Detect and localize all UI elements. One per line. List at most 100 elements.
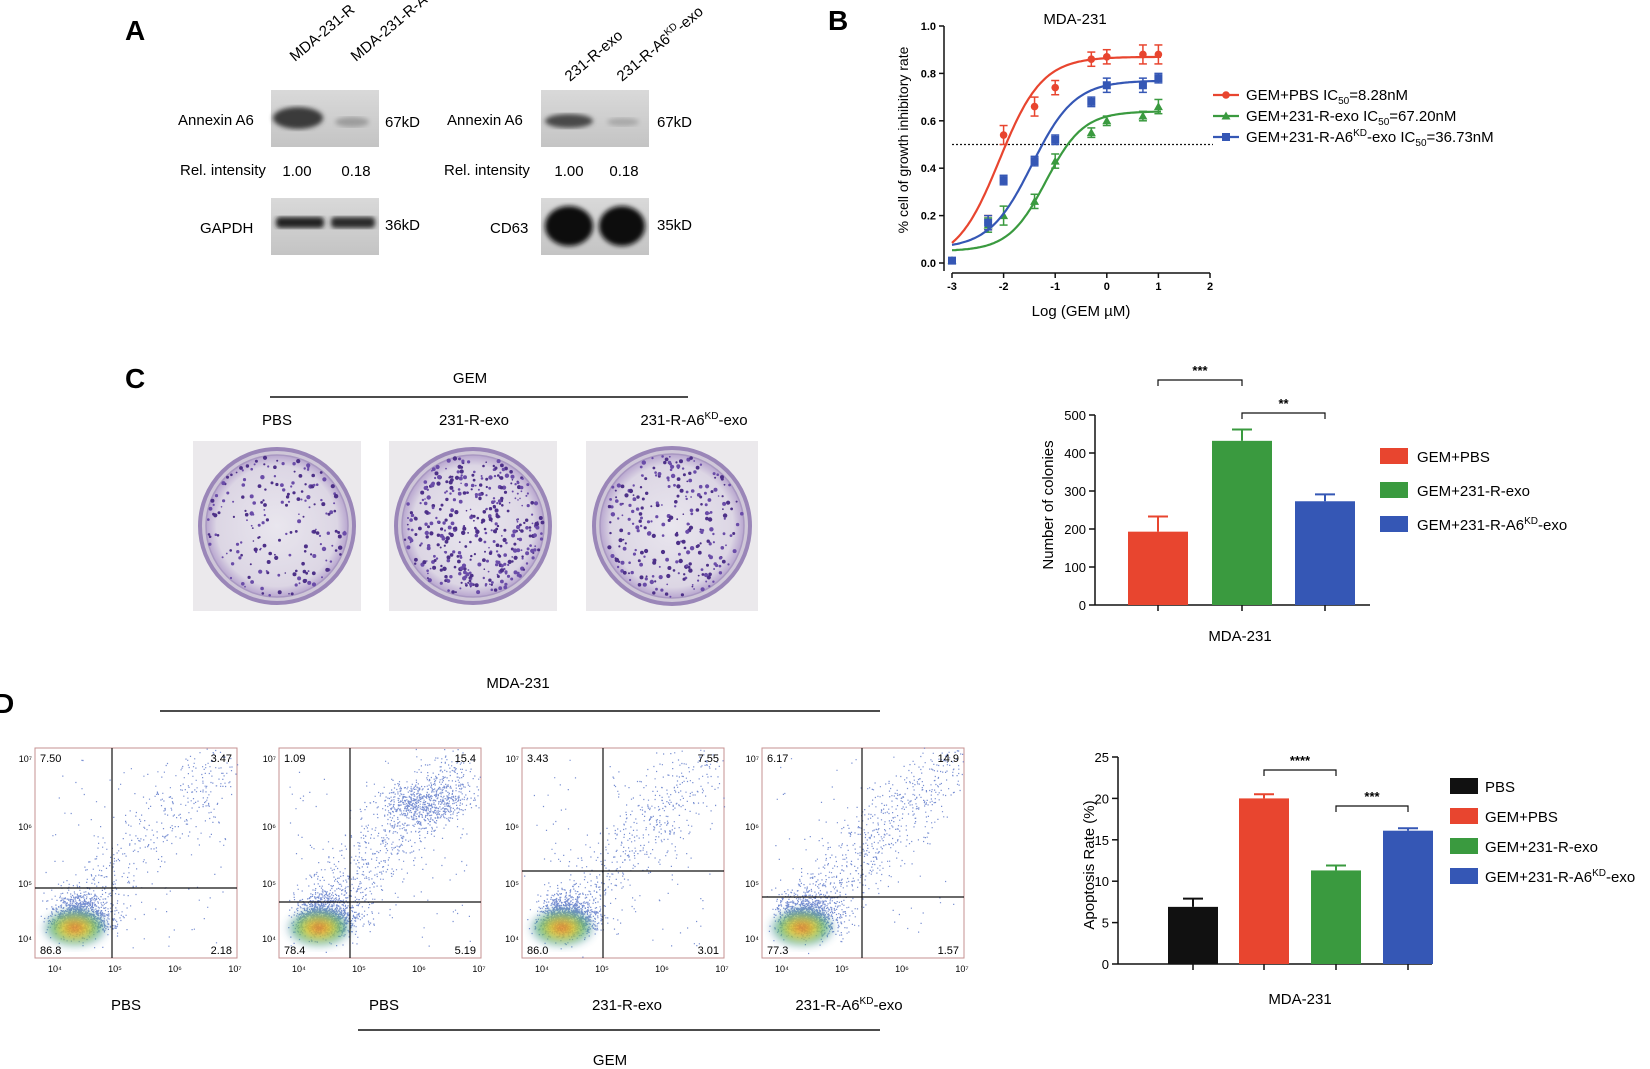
- colony-dot: [454, 509, 459, 515]
- colony-dot: [428, 512, 431, 515]
- colony-dot: [257, 484, 262, 488]
- c-legend-label-2: GEM+231-R-exo: [1417, 483, 1530, 500]
- colony-dot: [628, 503, 632, 507]
- colony-dot: [526, 492, 530, 495]
- colony-dot: [221, 481, 226, 486]
- flow-plot-label-4: 231-R-A6KD-exo: [795, 996, 902, 1014]
- colony-dot: [677, 572, 680, 575]
- colony-dot: [429, 521, 434, 526]
- colony-dot: [208, 535, 212, 538]
- c-y-tick-label: 300: [1064, 484, 1086, 499]
- colony-dot: [519, 523, 522, 527]
- flow-density-hotspot: [528, 908, 596, 948]
- colony-dot: [664, 457, 669, 462]
- colony-dot: [457, 491, 462, 496]
- colony-dot: [444, 491, 447, 494]
- colony-dot: [664, 592, 669, 596]
- plate-label-1: PBS: [262, 412, 292, 429]
- colony-dot: [477, 562, 482, 567]
- colony-dot: [688, 471, 692, 475]
- colony-dot: [478, 496, 482, 501]
- colony-dot: [474, 533, 479, 538]
- flow-quadrant-ul: 7.50: [40, 753, 61, 765]
- colony-dot: [439, 533, 444, 538]
- colony-dot: [650, 505, 653, 508]
- colony-dot: [262, 455, 268, 460]
- colony-dot: [716, 473, 719, 477]
- colony-dot: [410, 514, 414, 517]
- colony-dot: [463, 475, 467, 480]
- colony-dot: [526, 547, 530, 551]
- colony-dot: [249, 563, 252, 566]
- colony-dot: [519, 497, 521, 500]
- colony-dot: [456, 470, 460, 474]
- flow-x-tick-label: 10⁷: [228, 964, 241, 974]
- flow-y-tick-label: 10⁴: [505, 934, 519, 944]
- colony-dot: [703, 491, 707, 495]
- colony-dot: [505, 541, 508, 545]
- colony-dot: [528, 526, 532, 529]
- colony-dot: [535, 525, 540, 530]
- colony-dot: [230, 562, 235, 566]
- d-legend-swatch-3: [1450, 838, 1478, 854]
- colony-dot: [447, 589, 450, 592]
- b-y-tick-label: 0.8: [921, 68, 936, 80]
- colony-dot: [511, 533, 516, 538]
- d-y-tick-label: 10: [1095, 874, 1109, 889]
- colony-dot: [214, 533, 218, 536]
- colony-dot: [456, 555, 460, 558]
- colony-dot: [293, 470, 296, 473]
- colony-dot: [490, 583, 493, 586]
- colony-dot: [516, 574, 519, 577]
- colony-dot: [431, 467, 436, 471]
- b-point: [1051, 83, 1059, 92]
- colony-dot: [258, 569, 263, 574]
- colony-dot: [422, 560, 427, 565]
- flow-y-tick-label: 10⁵: [745, 879, 759, 889]
- colony-dot: [426, 577, 429, 580]
- colony-dot: [677, 467, 680, 470]
- colony-dot: [644, 577, 648, 581]
- blot2-lane2-label: 231-R-A6KD-exo: [613, 2, 707, 85]
- flow-y-tick-label: 10⁷: [746, 754, 759, 764]
- colony-dot: [531, 513, 534, 516]
- colony-dot: [252, 501, 256, 505]
- colony-dot: [498, 502, 502, 505]
- colony-dot: [261, 592, 265, 595]
- colony-dot: [409, 511, 413, 515]
- colony-dot: [676, 494, 680, 498]
- colony-dot: [611, 485, 615, 489]
- colony-dot: [504, 571, 508, 575]
- colony-dot: [539, 537, 544, 541]
- blot2-cd63-band-2: [599, 206, 645, 246]
- colony-dot: [699, 530, 702, 533]
- colony-dot: [506, 574, 511, 578]
- colony-dot: [494, 522, 498, 526]
- colony-dot: [503, 553, 508, 557]
- flow-y-tick-label: 10⁷: [506, 754, 519, 764]
- b-point: [1138, 81, 1147, 90]
- colony-dot: [695, 465, 700, 470]
- colony-dot: [333, 502, 336, 505]
- d-y-axis-label: Apoptosis Rate (%): [1081, 800, 1098, 929]
- colony-dot: [435, 464, 440, 470]
- colony-dot: [495, 513, 499, 516]
- plate-label-2: 231-R-exo: [439, 412, 509, 429]
- flow-y-tick-label: 10⁴: [745, 934, 759, 944]
- colony-dot: [655, 501, 659, 505]
- colony-dot: [482, 558, 486, 562]
- colony-dot: [703, 572, 709, 578]
- colony-dot: [718, 571, 723, 575]
- colony-dot: [339, 553, 342, 556]
- colony-dot: [484, 550, 486, 553]
- blot2-protein-bottom: CD63: [490, 220, 528, 237]
- colony-dot: [522, 568, 526, 571]
- colony-dot: [451, 475, 454, 478]
- colony-dot: [730, 507, 733, 511]
- colony-dot: [518, 537, 523, 542]
- blot1-protein-top: Annexin A6: [178, 112, 254, 129]
- colony-dot: [732, 549, 737, 554]
- colony-dot: [705, 516, 709, 521]
- colony-dot: [494, 530, 497, 534]
- colony-dot: [476, 590, 481, 595]
